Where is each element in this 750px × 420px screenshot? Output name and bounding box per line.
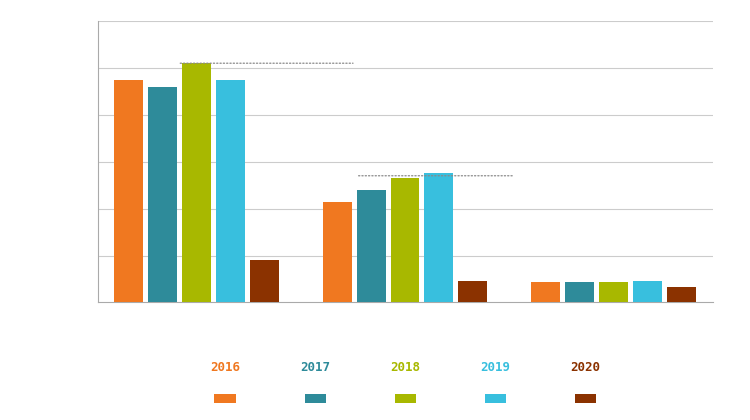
Bar: [667, 287, 696, 302]
Bar: [182, 63, 211, 302]
Bar: [322, 202, 352, 302]
Bar: [458, 281, 488, 302]
Bar: [531, 283, 560, 302]
Bar: [391, 178, 419, 302]
Text: 2017: 2017: [300, 361, 330, 374]
Text: 2020: 2020: [570, 361, 600, 374]
Text: 2019: 2019: [480, 361, 510, 374]
Bar: [114, 80, 143, 302]
Text: 2018: 2018: [390, 361, 420, 374]
Text: 2016: 2016: [210, 361, 240, 374]
Bar: [566, 283, 594, 302]
Bar: [357, 190, 386, 302]
Bar: [599, 283, 628, 302]
Bar: [148, 87, 177, 302]
Bar: [424, 173, 453, 302]
Bar: [633, 281, 662, 302]
Bar: [216, 80, 244, 302]
Bar: [250, 260, 279, 302]
